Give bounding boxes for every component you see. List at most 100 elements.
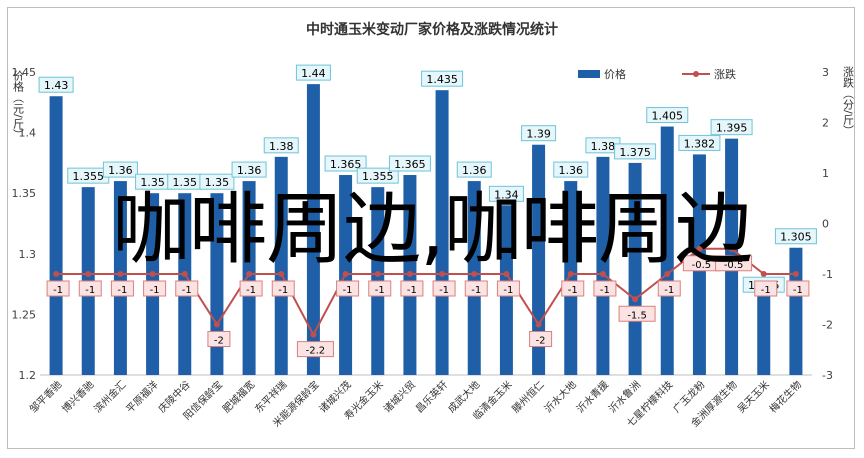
change-point xyxy=(599,271,606,277)
line-data-label: -2 xyxy=(214,336,224,347)
line-data-label: -0.5 xyxy=(724,260,744,271)
line-data-label: -1 xyxy=(761,285,771,296)
change-point xyxy=(213,321,220,328)
change-point xyxy=(567,271,574,277)
bar-data-label: 1.44 xyxy=(301,67,326,80)
bar-data-label: 1.355 xyxy=(73,170,105,183)
change-point xyxy=(181,271,188,277)
change-point xyxy=(535,321,542,328)
line-label-box xyxy=(561,280,585,297)
line-label-box xyxy=(529,331,553,347)
line-label-box xyxy=(78,280,102,297)
y2-tick-label: 0 xyxy=(822,218,829,231)
bar-data-label: 1.38 xyxy=(591,140,616,153)
line-data-label: -1 xyxy=(182,285,192,296)
bar-label-box xyxy=(324,155,367,172)
line-label-box xyxy=(143,280,167,297)
category-label: 吴天玉米 xyxy=(734,378,771,415)
bar-data-label: 1.36 xyxy=(108,164,133,177)
bar-label-box xyxy=(678,134,721,151)
y1-tick-label: 1.4 xyxy=(19,127,37,140)
change-point xyxy=(149,271,156,277)
y2-axis-title: 涨跌（分/斤） xyxy=(842,66,855,136)
change-point xyxy=(503,271,510,277)
bar-label-box xyxy=(231,161,267,178)
line-label-box xyxy=(786,280,810,297)
change-point xyxy=(342,271,349,277)
change-point xyxy=(278,271,285,277)
y2-tick-label: -2 xyxy=(822,319,833,332)
category-label: 梅花生物 xyxy=(767,378,804,415)
category-label: 博兴香驰 xyxy=(59,378,96,415)
price-bar xyxy=(467,181,481,375)
line-data-label: -0.5 xyxy=(692,260,712,271)
bar-label-box xyxy=(774,228,817,245)
bar-data-label: 1.36 xyxy=(237,164,262,177)
category-label: 平原福洋 xyxy=(123,378,160,415)
category-label: 邹平香驰 xyxy=(27,378,64,415)
bar-data-label: 1.435 xyxy=(426,73,458,86)
bar-data-label: 1.375 xyxy=(619,146,651,159)
category-label: 沂水大地 xyxy=(541,378,578,415)
line-label-box xyxy=(110,280,134,297)
line-data-label: -2.2 xyxy=(306,346,326,357)
category-label: 滨州金汇 xyxy=(91,378,128,415)
line-label-box xyxy=(593,280,617,297)
legend-bar-label: 价格 xyxy=(604,67,626,81)
category-label: 肥城福宽 xyxy=(220,378,257,415)
line-data-label: -2 xyxy=(536,336,546,347)
category-label: 昌乐英轩 xyxy=(413,378,450,415)
line-data-label: -1 xyxy=(793,285,803,296)
bar-data-label: 1.34 xyxy=(494,188,519,201)
line-data-label: -1 xyxy=(117,285,127,296)
y1-tick-label: 1.45 xyxy=(12,66,37,79)
legend-line-marker xyxy=(693,71,699,77)
change-point xyxy=(664,271,671,277)
line-data-label: -1 xyxy=(85,285,95,296)
bar-data-label: 1.35 xyxy=(173,176,198,189)
change-point xyxy=(246,271,253,277)
y2-tick-label: 3 xyxy=(822,66,829,79)
bar-data-label: 1.305 xyxy=(780,231,812,244)
line-label-box xyxy=(464,280,488,297)
line-data-label: -1 xyxy=(246,285,256,296)
line-data-label: -1 xyxy=(343,285,353,296)
line-label-box xyxy=(46,280,70,297)
price-bar xyxy=(564,181,578,375)
line-label-box xyxy=(754,280,778,297)
line-label-box xyxy=(207,331,231,347)
line-data-label: -1 xyxy=(375,285,385,296)
y2-tick-label: -1 xyxy=(822,268,833,281)
bar-label-box xyxy=(646,107,689,124)
bar-label-box xyxy=(263,137,299,154)
change-line xyxy=(56,247,796,337)
line-label-box xyxy=(336,280,360,297)
bar-data-label: 1.365 xyxy=(330,158,362,171)
bar-data-label: 1.38 xyxy=(269,140,294,153)
price-bar xyxy=(596,156,610,375)
price-bar xyxy=(210,193,224,375)
change-point xyxy=(728,245,735,252)
y1-tick-label: 1.25 xyxy=(12,308,37,321)
bar-data-label: 1.35 xyxy=(205,176,230,189)
category-label: 沂水青援 xyxy=(574,378,611,415)
change-point xyxy=(471,271,478,277)
change-point xyxy=(374,271,381,277)
price-bar xyxy=(628,162,642,375)
category-label: 滕州恒仁 xyxy=(509,378,546,415)
line-label-box xyxy=(175,280,199,297)
bar-label-box xyxy=(356,167,399,184)
change-point xyxy=(792,271,799,277)
line-label-box xyxy=(271,280,295,297)
line-data-label: -1 xyxy=(407,285,417,296)
line-data-label: -1.5 xyxy=(627,310,647,321)
price-bar xyxy=(660,126,674,375)
y1-axis-title: 价格（元/斤） xyxy=(12,70,25,140)
bar-label-box xyxy=(553,161,589,178)
change-point xyxy=(406,271,413,277)
price-bar xyxy=(789,247,803,375)
bar-data-label: 1.405 xyxy=(652,110,684,123)
line-label-box xyxy=(432,280,456,297)
line-data-label: -1 xyxy=(439,285,449,296)
